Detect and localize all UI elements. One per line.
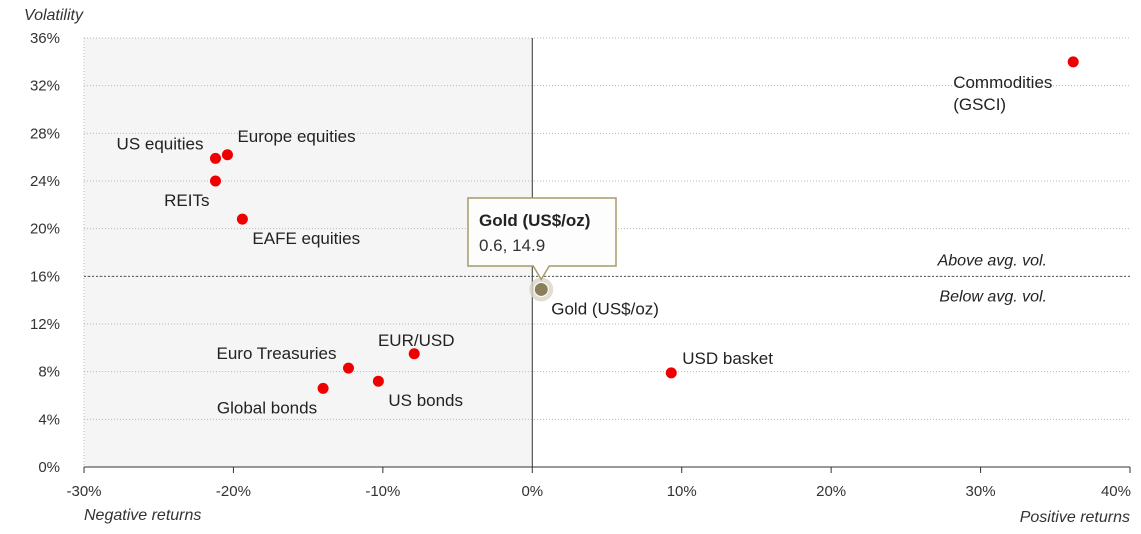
y-tick-label: 0% (38, 459, 60, 476)
data-point[interactable] (221, 149, 233, 161)
data-point[interactable] (236, 213, 248, 225)
data-point[interactable] (533, 281, 549, 297)
x-tick-label: 30% (966, 483, 996, 500)
y-axis-ticks: 0% 4% 8% 12% 16% 20% 24% 28% 32% 36% (30, 30, 60, 476)
point-label: Gold (US$/oz) (551, 299, 659, 318)
y-axis-title: Volatility (24, 7, 84, 24)
y-tick-label: 12% (30, 316, 60, 333)
point-label: USD basket (682, 349, 773, 368)
x-axis-ticks: -30% -20% -10% 0% 10% 20% 30% 40% (66, 467, 1131, 500)
x-tick-label: -30% (66, 483, 101, 500)
point-label: (GSCI) (953, 95, 1006, 114)
x-tick-label: 20% (816, 483, 846, 500)
y-tick-label: 4% (38, 411, 60, 428)
above-average-volatility-label: Above avg. vol. (937, 252, 1047, 269)
y-tick-label: 32% (30, 78, 60, 95)
point-label: US equities (117, 134, 204, 153)
data-point[interactable] (372, 375, 384, 387)
data-point[interactable] (209, 152, 221, 164)
point-label: Commodities (953, 73, 1052, 92)
y-tick-label: 16% (30, 268, 60, 285)
x-tick-label: -20% (216, 483, 251, 500)
point-label: REITs (164, 191, 209, 210)
data-point[interactable] (342, 362, 354, 374)
data-point[interactable] (209, 175, 221, 187)
point-label: EAFE equities (252, 229, 360, 248)
point-label: US bonds (388, 391, 463, 410)
below-average-volatility-label: Below avg. vol. (939, 288, 1047, 305)
point-label: Europe equities (237, 127, 355, 146)
x-axis-title-positive: Positive returns (1020, 509, 1130, 526)
y-tick-label: 28% (30, 125, 60, 142)
x-tick-label: 10% (667, 483, 697, 500)
data-point[interactable] (317, 382, 329, 394)
x-axis-title-negative: Negative returns (84, 507, 201, 524)
tooltip: Gold (US$/oz) 0.6, 14.9 (467, 197, 617, 281)
negative-returns-region (84, 38, 533, 467)
y-tick-label: 20% (30, 221, 60, 238)
point-label: EUR/USD (378, 331, 455, 350)
data-points (209, 56, 1079, 394)
y-tick-label: 36% (30, 30, 60, 47)
x-tick-label: 0% (521, 483, 543, 500)
data-point[interactable] (1067, 56, 1079, 68)
tooltip-title: Gold (US$/oz) (479, 211, 590, 230)
x-tick-label: 40% (1101, 483, 1131, 500)
point-label: Euro Treasuries (216, 344, 336, 363)
point-labels: US equities Europe equities REITs EAFE equi… (117, 73, 1053, 418)
y-tick-label: 24% (30, 173, 60, 190)
y-tick-label: 8% (38, 364, 60, 381)
x-tick-label: -10% (365, 483, 400, 500)
tooltip-box (467, 197, 617, 281)
tooltip-value: 0.6, 14.9 (479, 236, 545, 255)
data-point[interactable] (665, 367, 677, 379)
data-point[interactable] (408, 348, 420, 360)
point-label: Global bonds (217, 398, 317, 417)
